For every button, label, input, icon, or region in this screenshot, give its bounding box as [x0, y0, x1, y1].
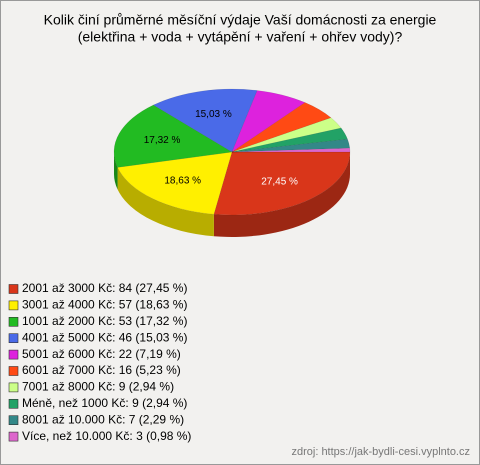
legend-swatch [8, 300, 19, 311]
slice [231, 127, 348, 153]
source: zdroj: https://jak-bydli-cesi.vyplnto.cz [291, 446, 470, 458]
legend-label: 2001 až 3000 Kč: 84 (27,45 %) [22, 281, 187, 295]
legend-swatch [8, 349, 19, 360]
slice [231, 138, 351, 153]
slice-side [117, 167, 214, 237]
legend-label: 8001 až 10.000 Kč: 7 (2,29 %) [22, 412, 184, 426]
value-label: 27,45 % [261, 176, 298, 187]
chart-title: Kolik činí průměrné měsíční výdaje Vaší … [44, 12, 437, 28]
slice [231, 147, 351, 153]
legend-swatch [8, 382, 19, 393]
slice [213, 151, 351, 216]
value-label: 17,32 % [144, 135, 181, 146]
legend-swatch [8, 284, 19, 294]
legend-label: 7001 až 8000 Kč: 9 (2,94 %) [22, 380, 174, 394]
legend-swatch [8, 415, 19, 426]
value-label: 15,03 % [195, 109, 232, 120]
slice [152, 88, 258, 153]
legend-swatch [8, 333, 19, 344]
legend-swatch [8, 316, 19, 327]
slice-side [114, 152, 118, 190]
slice [231, 117, 342, 153]
legend-label: Méně, než 1000 Kč: 9 (2,94 %) [22, 396, 187, 410]
legend-label: Více, než 10.000 Kč: 3 (0,98 %) [22, 429, 191, 443]
legend-swatch [8, 398, 19, 409]
legend-label: 5001 až 6000 Kč: 22 (7,19 %) [22, 347, 181, 361]
slice [231, 90, 306, 153]
chart-subtitle: (elektřina + voda + vytápění + vaření + … [78, 29, 403, 45]
legend-label: 4001 až 5000 Kč: 46 (15,03 %) [22, 330, 187, 344]
slice [113, 104, 233, 168]
slice [117, 151, 233, 215]
slice [231, 102, 332, 153]
legend-label: 3001 až 4000 Kč: 57 (18,63 %) [22, 298, 187, 312]
value-label: 18,63 % [164, 176, 201, 187]
legend-swatch [8, 366, 19, 376]
legend-swatch [8, 431, 19, 442]
legend-label: 6001 až 7000 Kč: 16 (5,23 %) [22, 363, 181, 377]
slice-side [213, 152, 350, 237]
legend-label: 1001 až 2000 Kč: 53 (17,32 %) [22, 314, 187, 328]
